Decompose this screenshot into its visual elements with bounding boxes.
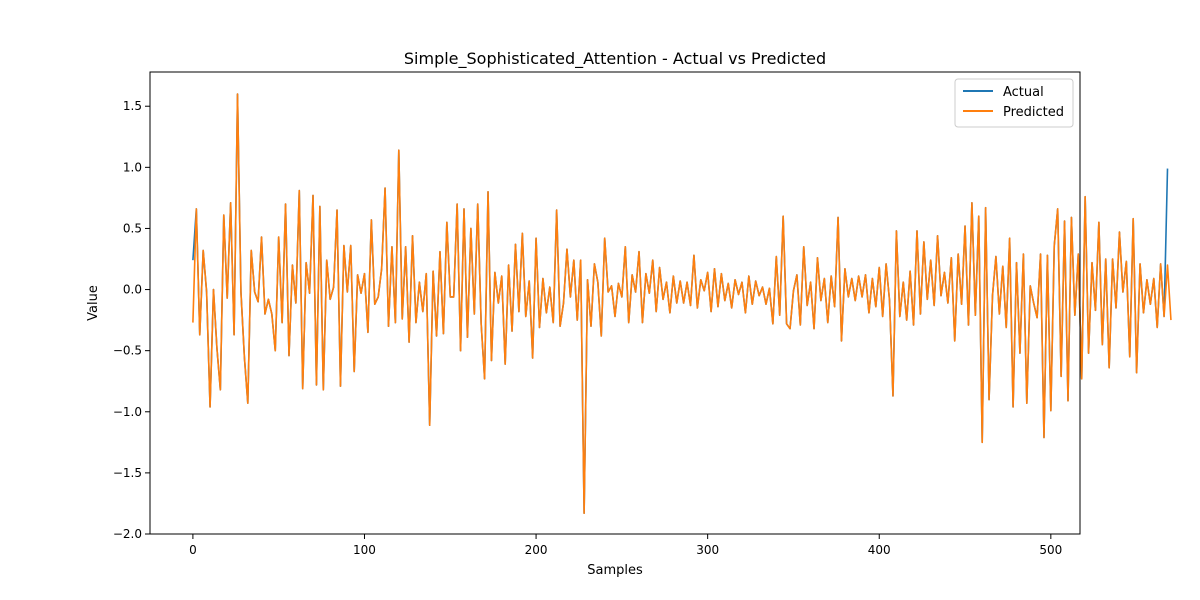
x-axis-ticks: 0 100 200 300 400 500 [189, 534, 1062, 557]
y-tick-label: 0.0 [123, 283, 142, 297]
y-tick-label: 1.0 [123, 160, 142, 174]
y-tick-label: −1.5 [113, 466, 142, 480]
axes-frame [149, 71, 1081, 535]
y-axis-ticks: −2.0 −1.5 −1.0 −0.5 0.0 0.5 1.0 1.5 [113, 99, 150, 541]
x-tick-label: 300 [696, 543, 719, 557]
x-tick-label: 200 [525, 543, 548, 557]
y-tick-label: −1.0 [113, 405, 142, 419]
legend-label-actual: Actual [1003, 85, 1044, 100]
x-tick-label: 0 [189, 543, 197, 557]
legend: Actual Predicted [954, 78, 1074, 128]
x-tick-label: 500 [1039, 543, 1062, 557]
x-axis-label: Samples [587, 563, 643, 578]
chart-title: Simple_Sophisticated_Attention - Actual … [404, 49, 826, 69]
x-tick-label: 400 [868, 543, 891, 557]
series-line-predicted [192, 93, 1172, 515]
y-tick-label: −2.0 [113, 527, 142, 541]
y-tick-label: −0.5 [113, 344, 142, 358]
y-axis-label: Value [86, 285, 101, 321]
y-tick-label: 0.5 [123, 221, 142, 235]
series-layer [192, 93, 1172, 515]
plot-area [149, 71, 1172, 535]
x-tick-label: 100 [353, 543, 376, 557]
legend-label-predicted: Predicted [1003, 105, 1064, 120]
y-tick-label: 1.5 [123, 99, 142, 113]
